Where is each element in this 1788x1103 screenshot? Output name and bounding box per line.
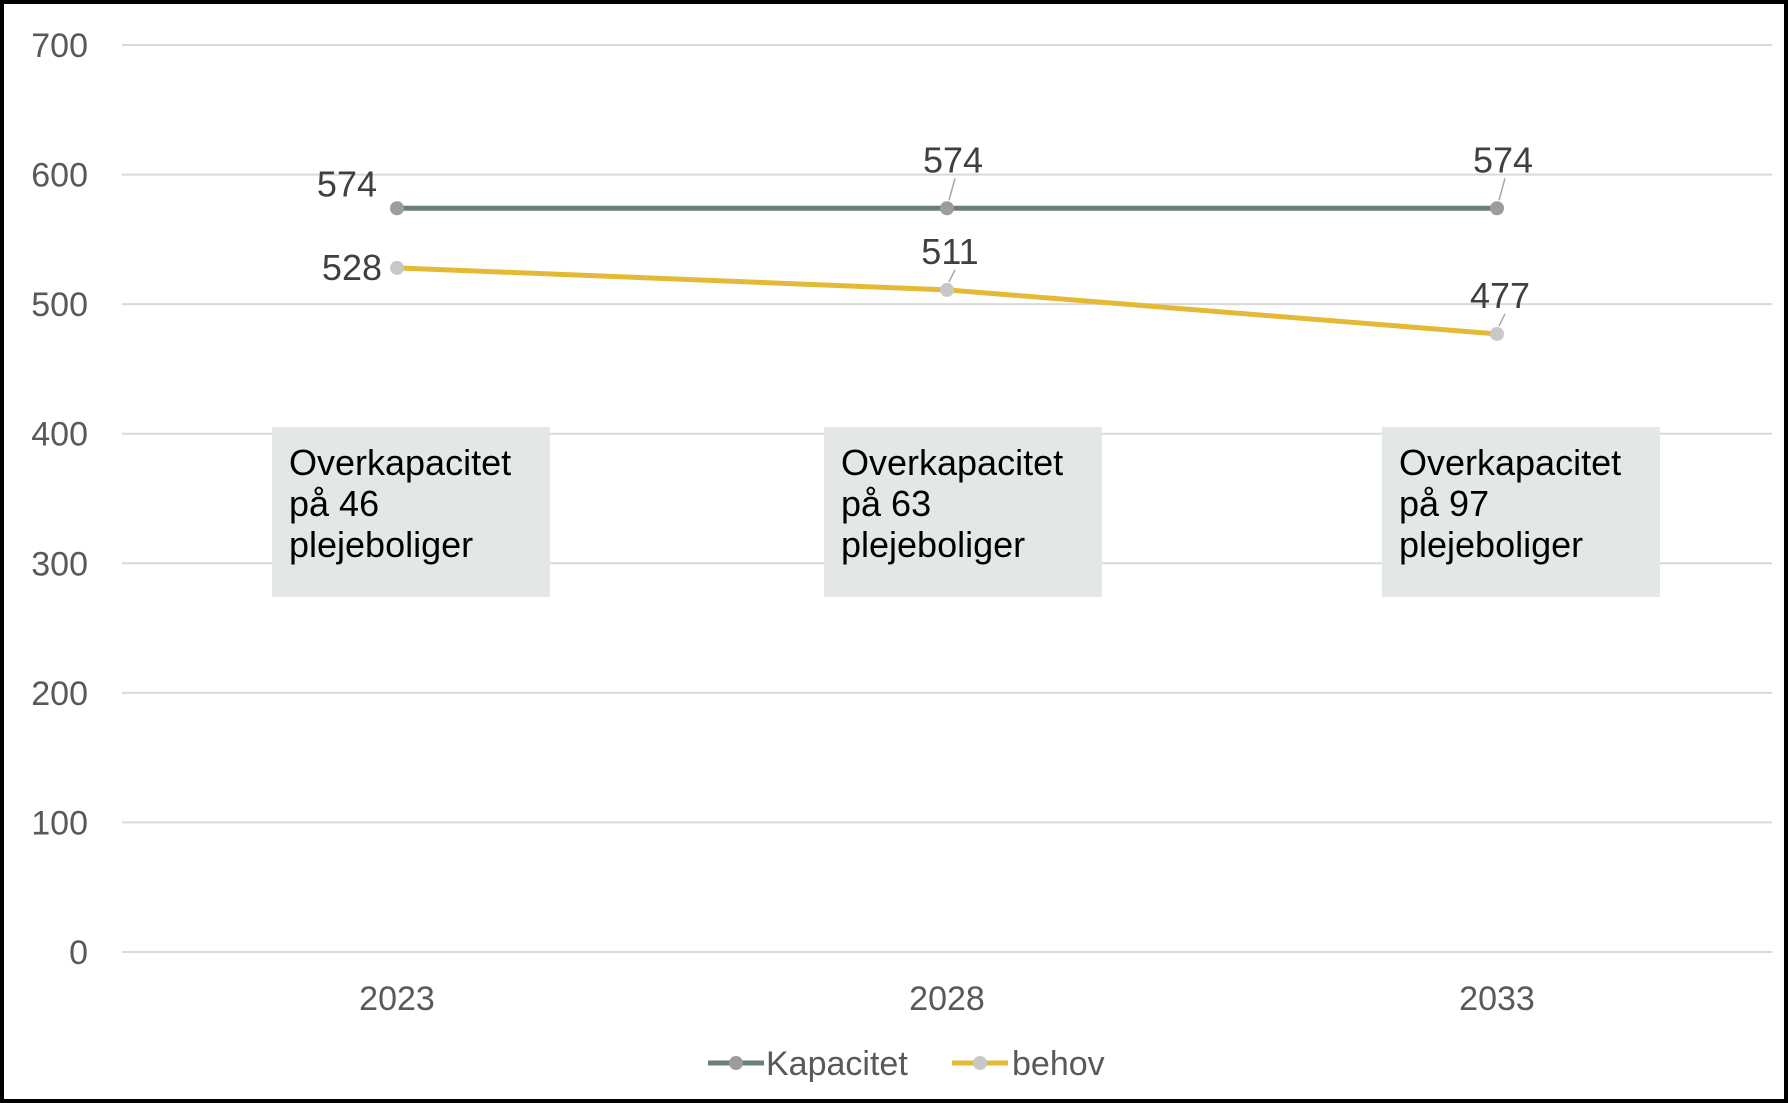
y-tick-label-0: 0	[69, 934, 88, 972]
x-axis-ticks: 2023 2028 2033	[359, 980, 1535, 1018]
data-label-kapacitet-2023: 574	[317, 163, 377, 204]
y-tick-label-600: 600	[31, 157, 88, 195]
leader-line	[1498, 178, 1506, 201]
annotation-text-line: plejeboliger	[841, 524, 1025, 565]
leader-line	[948, 269, 956, 283]
annotation-text-line: Overkapacitet	[289, 442, 511, 483]
annotation-box	[1382, 427, 1660, 597]
annotation-box	[824, 427, 1102, 597]
data-label-behov-2023: 528	[322, 247, 382, 288]
annotation-text-line: på 63	[841, 483, 931, 524]
y-axis-ticks: 0 100 200 300 400 500 600 700	[31, 27, 88, 972]
legend-item-behov: behov	[952, 1045, 1105, 1083]
point-behov-2023	[390, 260, 404, 275]
point-kapacitet-2023	[390, 201, 404, 216]
series	[390, 201, 1504, 341]
annotation-text-line: plejeboliger	[1399, 524, 1583, 565]
annotation-box	[272, 427, 550, 597]
data-label-kapacitet-2033: 574	[1473, 139, 1533, 180]
y-tick-label-300: 300	[31, 545, 88, 583]
annotation-text-line: Overkapacitet	[1399, 442, 1621, 483]
legend-label: Kapacitet	[766, 1045, 908, 1083]
x-tick-label-2033: 2033	[1459, 980, 1535, 1018]
legend-swatch-marker	[973, 1056, 987, 1070]
annotation-text-line: på 46	[289, 483, 379, 524]
leader-line	[948, 178, 956, 201]
leader-line	[1498, 313, 1506, 327]
legend-item-kapacitet: Kapacitet	[708, 1045, 908, 1083]
annotation-text-line: Overkapacitet	[841, 442, 1063, 483]
data-label-behov-2033: 477	[1470, 275, 1530, 316]
y-tick-label-400: 400	[31, 416, 88, 454]
point-kapacitet-2033	[1490, 201, 1504, 216]
x-tick-label-2028: 2028	[909, 980, 985, 1018]
data-label-kapacitet-2028: 574	[923, 139, 983, 180]
y-tick-label-200: 200	[31, 675, 88, 713]
x-tick-label-2023: 2023	[359, 980, 435, 1018]
legend: Kapacitet behov	[708, 1045, 1105, 1083]
data-label-behov-2028: 511	[921, 231, 978, 272]
point-behov-2033	[1490, 326, 1504, 341]
y-tick-label-100: 100	[31, 804, 88, 842]
data-labels: 574 574 574 528 511 477	[317, 139, 1533, 327]
point-kapacitet-2028	[940, 201, 954, 216]
annotation-text-line: på 97	[1399, 483, 1489, 524]
annotation-text-line: plejeboliger	[289, 524, 473, 565]
y-tick-label-500: 500	[31, 286, 88, 324]
point-behov-2028	[940, 282, 954, 297]
y-tick-label-700: 700	[31, 27, 88, 65]
legend-swatch-marker	[729, 1056, 743, 1070]
legend-label: behov	[1012, 1045, 1105, 1083]
